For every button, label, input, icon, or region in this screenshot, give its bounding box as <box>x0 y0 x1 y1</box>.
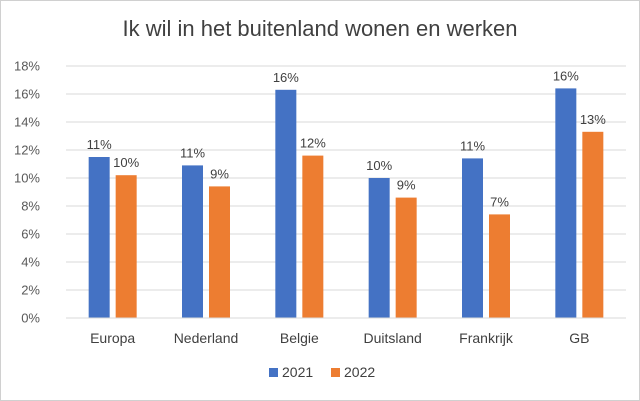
bar-2022-duitsland <box>395 197 417 318</box>
x-tick-label: Europa <box>90 330 135 346</box>
data-label: 11% <box>180 145 205 160</box>
bar-2022-europa <box>115 175 137 318</box>
bar-2022-frankrijk <box>489 214 510 318</box>
bar-2022-nederland <box>209 186 230 318</box>
x-tick-label: Frankrijk <box>459 330 514 346</box>
legend-swatch-2022 <box>331 368 340 377</box>
data-label: 7% <box>490 194 509 209</box>
x-tick-label: Duitsland <box>363 330 421 346</box>
legend-label-2022: 2022 <box>344 364 375 380</box>
legend-label-2021: 2021 <box>282 364 313 380</box>
chart-title: Ik wil in het buitenland wonen en werken <box>122 16 518 41</box>
legend-swatch-2021 <box>269 368 278 377</box>
y-tick-label: 0% <box>21 311 40 326</box>
y-tick-label: 10% <box>14 171 40 186</box>
bar-2021-frankrijk <box>462 158 483 318</box>
bar-2021-nederland <box>182 165 203 318</box>
bar-2021-gb <box>555 88 577 319</box>
bar-2021-duitsland <box>368 178 390 318</box>
data-label: 16% <box>553 68 579 83</box>
legend: 2021 2022 <box>269 364 375 380</box>
data-label: 9% <box>397 178 416 193</box>
data-label: 11% <box>87 137 112 152</box>
y-tick-label: 18% <box>14 59 40 74</box>
gridlines <box>66 65 626 319</box>
bar-2021-belgie <box>275 89 297 318</box>
x-tick-label: GB <box>569 330 589 346</box>
data-label: 16% <box>273 70 299 85</box>
bar-2021-europa <box>88 157 110 318</box>
y-tick-label: 2% <box>21 283 40 298</box>
data-label: 9% <box>210 166 229 181</box>
data-label: 12% <box>300 136 326 151</box>
y-tick-label: 14% <box>14 115 40 130</box>
y-tick-label: 6% <box>21 227 40 242</box>
data-label: 10% <box>113 155 139 170</box>
data-label: 13% <box>580 112 606 127</box>
x-tick-label: Belgie <box>280 330 319 346</box>
x-axis: Europa Nederland Belgie Duitsland Frankrijk G… <box>66 317 626 346</box>
data-label: 10% <box>366 158 392 173</box>
y-tick-label: 12% <box>14 143 40 158</box>
bars: 11%10%11%9%16%12%10%9%11%7%16%13% <box>87 68 606 319</box>
x-tick-label: Nederland <box>174 330 239 346</box>
bar-2022-gb <box>582 131 604 318</box>
y-tick-label: 4% <box>21 255 40 270</box>
data-label: 11% <box>460 138 485 153</box>
y-tick-label: 8% <box>21 199 40 214</box>
y-tick-label: 16% <box>14 87 40 102</box>
y-axis: 0% 2% 4% 6% 8% 10% 12% 14% 16% 18% <box>14 59 40 326</box>
bar-2022-belgie <box>302 155 324 318</box>
